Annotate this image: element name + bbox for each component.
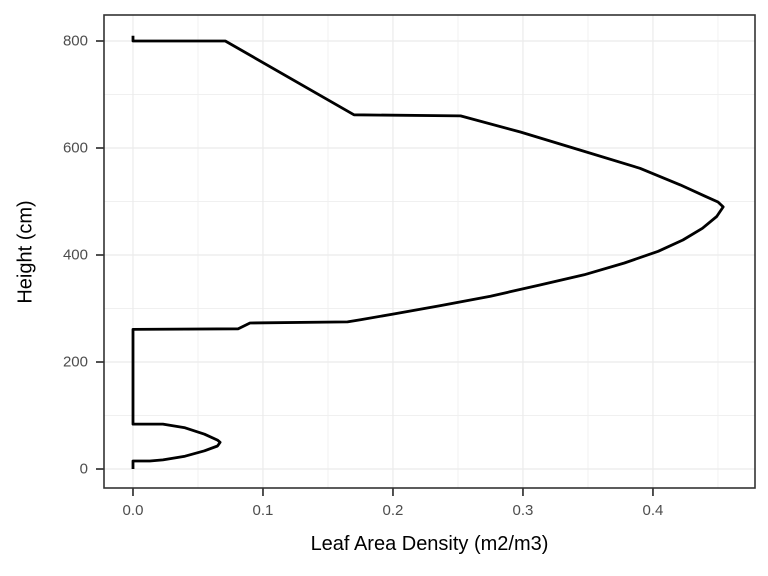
x-axis-title: Leaf Area Density (m2/m3) xyxy=(310,533,549,555)
y-tick-label: 800 xyxy=(62,32,88,50)
y-tick-label: 0 xyxy=(79,460,88,478)
x-tick-label: 0.2 xyxy=(382,502,404,519)
x-tick-label: 0.1 xyxy=(252,502,274,519)
y-axis-title: Height (cm) xyxy=(14,199,37,304)
panel-border xyxy=(103,14,756,489)
x-tick-label: 0.4 xyxy=(642,502,664,519)
y-tick-label: 600 xyxy=(62,139,88,157)
series-line-lad-profile xyxy=(131,35,725,469)
y-tick-label: 400 xyxy=(62,246,88,264)
x-tick-label: 0.0 xyxy=(122,502,144,519)
y-tick-label: 200 xyxy=(62,353,88,371)
panel-background xyxy=(104,15,755,488)
x-tick-label: 0.3 xyxy=(512,502,534,519)
